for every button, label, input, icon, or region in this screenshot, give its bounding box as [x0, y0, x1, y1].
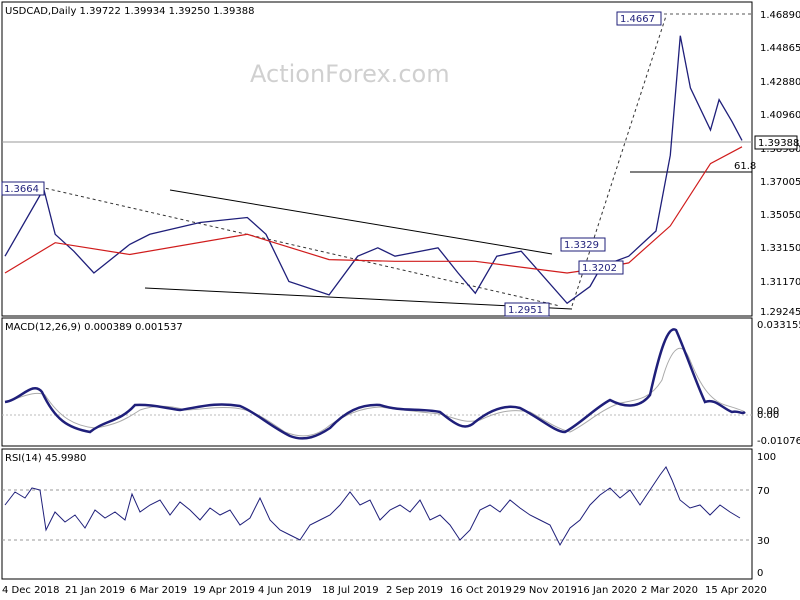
macd-tick: 0.00 [757, 406, 779, 417]
annotation-text: 1.3664 [4, 184, 39, 195]
date-tick: 16 Jan 2020 [577, 585, 637, 596]
date-tick: 29 Nov 2019 [513, 585, 577, 596]
rsi-tick: 30 [757, 536, 770, 547]
dotted-rally-line [571, 15, 667, 307]
annotation-1-3202: 1.3202 [578, 260, 624, 275]
rsi-tick: 70 [757, 486, 770, 497]
dotted-trendline [39, 186, 561, 307]
macd-tick: -0.010769 [757, 436, 800, 447]
date-tick: 2 Sep 2019 [386, 585, 443, 596]
annotation-1-2951: 1.2951 [504, 302, 550, 317]
annotation-box [504, 302, 550, 317]
rsi-tick: 0 [757, 568, 763, 579]
price-tick: 1.37005 [760, 177, 800, 188]
macd-signal-line [4, 348, 746, 437]
annotation-box [560, 237, 606, 252]
last-price-box [754, 135, 798, 150]
price-tick: 1.31170 [760, 277, 800, 288]
date-tick: 21 Jan 2019 [65, 585, 125, 596]
last-price-value: 1.39388 [758, 138, 799, 149]
macd-header: MACD(12,26,9) 0.000389 0.001537 [5, 322, 183, 333]
price-header: USDCAD,Daily 1.39722 1.39934 1.39250 1.3… [5, 6, 255, 17]
watermark: ActionForex.com [250, 60, 450, 88]
annotation-text: 1.4667 [620, 14, 655, 25]
upper-trendline [169, 189, 553, 255]
annotation-box [578, 260, 624, 275]
date-tick: 15 Apr 2020 [705, 585, 767, 596]
price-panel-frame [1, 1, 753, 317]
annotation-text: 1.3329 [564, 240, 599, 251]
date-tick: 6 Mar 2019 [130, 585, 187, 596]
annotation-1-3329: 1.3329 [560, 237, 606, 252]
lower-trendline [144, 287, 573, 310]
price-tick: 1.35050 [760, 210, 800, 221]
price-tick: 1.29245 [760, 307, 800, 318]
annotation-box [616, 11, 662, 26]
price-tick: 1.42880 [760, 77, 800, 88]
date-tick: 4 Dec 2018 [2, 585, 60, 596]
date-tick: 16 Oct 2019 [450, 585, 512, 596]
annotation-text: 1.3202 [582, 263, 617, 274]
rsi-header: RSI(14) 45.9980 [5, 453, 86, 464]
macd-panel-frame [1, 317, 753, 447]
price-tick: 1.40960 [760, 110, 800, 121]
annotation-text: 1.2951 [508, 305, 543, 316]
price-tick: 1.33150 [760, 243, 800, 254]
date-tick: 2 Mar 2020 [641, 585, 698, 596]
macd-tick: 0.00 [757, 410, 779, 421]
price-series-line [4, 35, 743, 305]
annotation-1-3664: 1.3664 [1, 181, 45, 196]
price-tick: 1.44865 [760, 43, 800, 54]
price-tick: 1.46890 [760, 10, 800, 21]
annotation-high: 1.4667 [616, 11, 662, 26]
moving-average-line [4, 146, 743, 274]
rsi-panel-frame [1, 448, 753, 580]
date-axis: 4 Dec 2018 21 Jan 2019 6 Mar 2019 19 Apr… [2, 585, 767, 596]
date-tick: 19 Apr 2019 [193, 585, 255, 596]
rsi-line [4, 466, 741, 547]
price-axis-ticks: 1.46890 1.44865 1.42880 1.40960 1.38980 … [760, 10, 800, 318]
annotation-box [1, 181, 45, 196]
date-tick: 18 Jul 2019 [322, 585, 379, 596]
macd-tick: 0.033155 [757, 320, 800, 331]
fib-618-label: 61.8 [734, 161, 756, 172]
date-tick: 4 Jun 2019 [258, 585, 312, 596]
macd-line [4, 328, 746, 440]
rsi-tick: 100 [757, 452, 776, 463]
